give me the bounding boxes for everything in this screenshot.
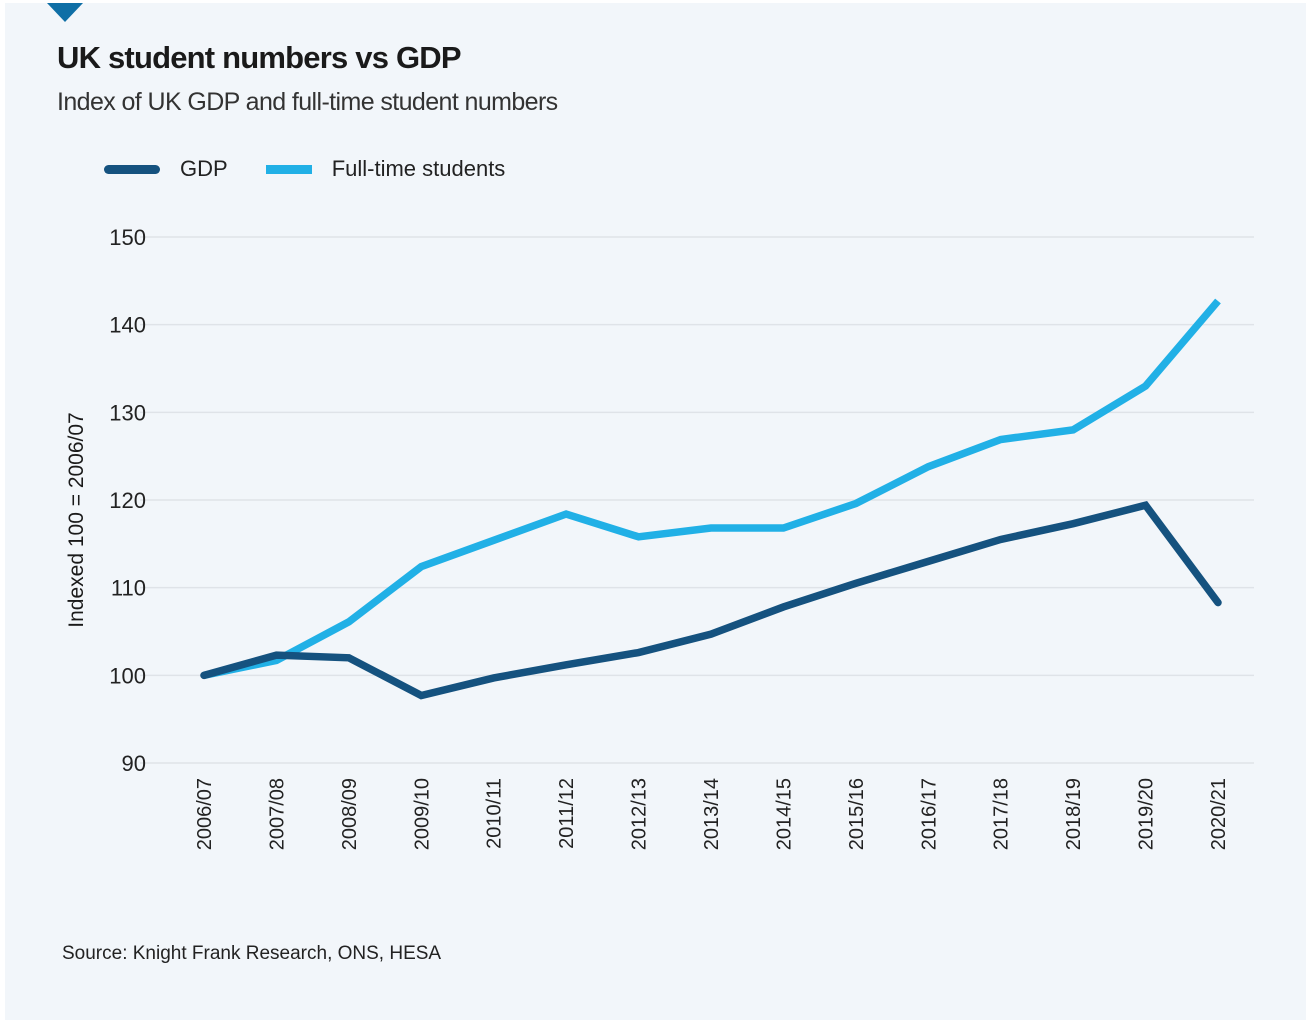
- series-line-students: [203, 298, 1221, 680]
- legend: GDP Full-time students: [104, 156, 543, 182]
- y-tick-label: 90: [122, 751, 146, 776]
- x-axis-ticks: 2006/07 2007/08 2008/09 2009/10 2010/11 2011/…: [194, 778, 1230, 850]
- x-tick-label: 2008/09: [339, 778, 361, 850]
- x-tick-label: 2006/07: [194, 778, 216, 850]
- y-tick-label: 140: [109, 313, 146, 338]
- chart-subtitle: Index of UK GDP and full-time student nu…: [57, 88, 558, 116]
- x-tick-label: 2012/13: [629, 778, 651, 850]
- x-tick-label: 2019/20: [1136, 778, 1158, 850]
- x-tick-label: 2011/12: [556, 778, 578, 849]
- x-tick-label: 2018/19: [1063, 778, 1085, 850]
- legend-item-students: Full-time students: [265, 156, 506, 182]
- x-tick-label: 2015/16: [846, 778, 868, 850]
- legend-item-gdp: GDP: [104, 156, 228, 182]
- series-line-gdp: [200, 501, 1222, 700]
- y-axis-ticks: 90 100 110 120 130 140 150: [109, 225, 146, 776]
- y-tick-label: 120: [109, 488, 146, 513]
- x-tick-label: 2007/08: [266, 778, 288, 850]
- legend-swatch-gdp: [104, 164, 160, 174]
- chart-title: UK student numbers vs GDP: [57, 40, 462, 75]
- y-axis-label: Indexed 100 = 2006/07: [65, 412, 88, 627]
- legend-swatch-students: [265, 164, 312, 174]
- x-tick-label: 2009/10: [411, 778, 433, 850]
- gridlines: [140, 236, 1254, 764]
- x-tick-label: 2010/11: [484, 778, 506, 849]
- x-tick-label: 2014/15: [773, 778, 795, 850]
- source-note: Source: Knight Frank Research, ONS, HESA: [62, 943, 442, 964]
- x-tick-label: 2020/21: [1208, 778, 1230, 850]
- y-tick-label: 130: [109, 400, 146, 425]
- legend-label-students: Full-time students: [331, 156, 506, 181]
- series-lines: [200, 298, 1222, 700]
- legend-label-gdp: GDP: [180, 156, 228, 181]
- triangle-marker-icon: [47, 3, 83, 22]
- x-tick-label: 2016/17: [918, 778, 940, 850]
- x-tick-label: 2013/14: [701, 778, 723, 850]
- chart-card: [5, 3, 1306, 1020]
- y-tick-label: 110: [111, 576, 146, 601]
- y-tick-label: 100: [109, 663, 146, 688]
- x-tick-label: 2017/18: [991, 778, 1013, 850]
- y-tick-label: 150: [109, 225, 146, 250]
